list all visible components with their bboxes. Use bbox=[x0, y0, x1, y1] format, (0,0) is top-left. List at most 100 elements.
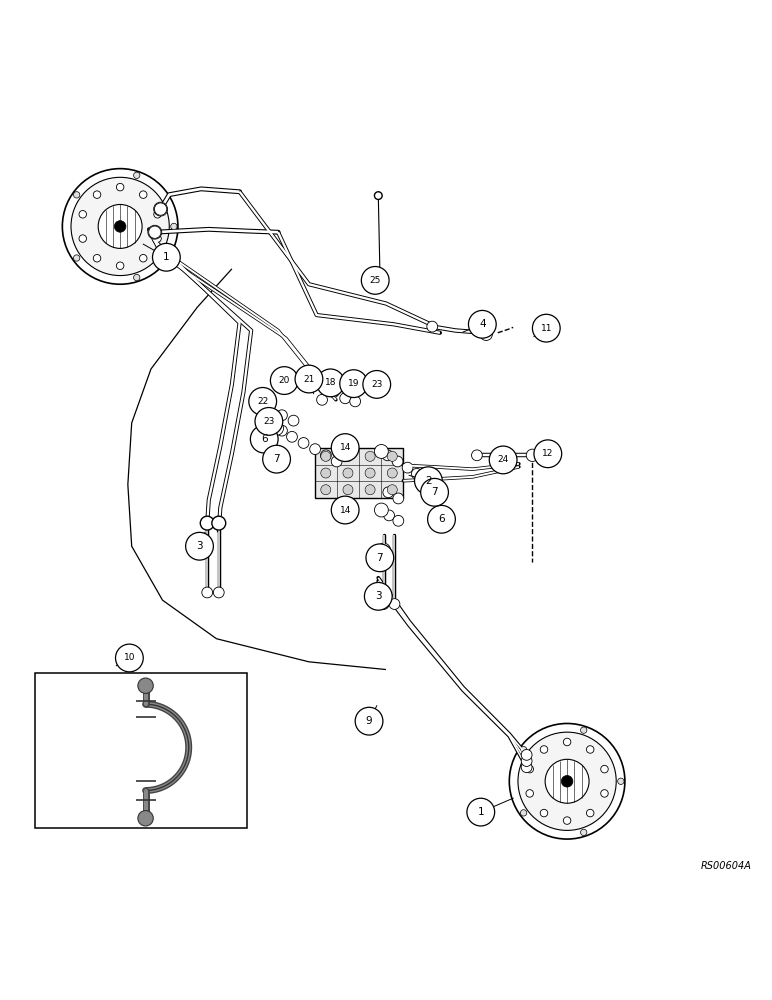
Circle shape bbox=[134, 274, 140, 281]
Circle shape bbox=[250, 425, 278, 453]
Circle shape bbox=[138, 678, 154, 693]
Circle shape bbox=[384, 510, 394, 521]
Circle shape bbox=[201, 587, 212, 598]
Circle shape bbox=[154, 211, 161, 218]
Circle shape bbox=[343, 468, 353, 478]
Circle shape bbox=[295, 365, 323, 393]
Text: 6: 6 bbox=[438, 514, 445, 524]
Text: 14: 14 bbox=[340, 506, 350, 515]
Circle shape bbox=[255, 408, 283, 435]
Circle shape bbox=[117, 183, 124, 191]
Circle shape bbox=[340, 393, 350, 404]
Circle shape bbox=[79, 211, 86, 218]
Text: 11: 11 bbox=[540, 324, 552, 333]
Circle shape bbox=[212, 516, 225, 530]
Circle shape bbox=[321, 485, 331, 495]
Circle shape bbox=[421, 478, 449, 506]
Circle shape bbox=[518, 732, 616, 830]
Circle shape bbox=[472, 450, 482, 461]
Circle shape bbox=[154, 203, 167, 215]
Circle shape bbox=[428, 505, 455, 533]
Text: 3: 3 bbox=[375, 591, 381, 601]
Circle shape bbox=[526, 765, 533, 773]
Circle shape bbox=[71, 177, 169, 276]
Circle shape bbox=[545, 759, 589, 803]
Circle shape bbox=[581, 829, 587, 836]
Circle shape bbox=[540, 746, 548, 753]
Circle shape bbox=[363, 371, 391, 398]
Circle shape bbox=[249, 387, 276, 415]
Circle shape bbox=[320, 450, 331, 461]
Circle shape bbox=[402, 462, 413, 473]
Circle shape bbox=[73, 255, 80, 261]
Circle shape bbox=[79, 235, 86, 242]
Circle shape bbox=[520, 747, 527, 753]
Circle shape bbox=[415, 467, 442, 495]
Circle shape bbox=[154, 202, 168, 216]
Circle shape bbox=[331, 496, 359, 524]
Circle shape bbox=[310, 444, 320, 455]
Circle shape bbox=[520, 810, 527, 816]
Circle shape bbox=[117, 262, 124, 269]
Circle shape bbox=[467, 798, 495, 826]
Circle shape bbox=[601, 790, 608, 797]
Circle shape bbox=[148, 225, 162, 239]
Circle shape bbox=[383, 487, 394, 498]
Circle shape bbox=[393, 493, 404, 504]
Circle shape bbox=[317, 369, 344, 397]
Circle shape bbox=[540, 809, 548, 817]
Circle shape bbox=[374, 503, 388, 517]
Circle shape bbox=[601, 765, 608, 773]
Circle shape bbox=[331, 434, 359, 461]
Circle shape bbox=[388, 468, 398, 478]
Circle shape bbox=[171, 223, 177, 230]
Text: 18: 18 bbox=[325, 378, 337, 387]
Text: 24: 24 bbox=[497, 455, 509, 464]
Circle shape bbox=[153, 243, 180, 271]
Circle shape bbox=[521, 756, 532, 766]
Text: 9: 9 bbox=[366, 716, 372, 726]
Circle shape bbox=[269, 421, 283, 435]
Circle shape bbox=[581, 727, 587, 733]
Circle shape bbox=[116, 644, 144, 672]
Circle shape bbox=[526, 790, 533, 797]
Circle shape bbox=[533, 314, 560, 342]
Circle shape bbox=[213, 587, 224, 598]
Bar bbox=[36, 673, 247, 828]
Circle shape bbox=[93, 254, 101, 262]
Circle shape bbox=[365, 485, 375, 495]
Circle shape bbox=[564, 817, 571, 824]
Text: 14: 14 bbox=[340, 443, 350, 452]
Circle shape bbox=[392, 456, 403, 467]
Text: 12: 12 bbox=[542, 449, 554, 458]
Circle shape bbox=[276, 410, 287, 421]
Circle shape bbox=[98, 204, 142, 248]
Circle shape bbox=[134, 172, 140, 178]
Circle shape bbox=[527, 449, 539, 461]
Circle shape bbox=[521, 762, 532, 773]
Circle shape bbox=[587, 746, 594, 753]
Circle shape bbox=[469, 310, 496, 338]
Circle shape bbox=[340, 370, 367, 398]
Text: 7: 7 bbox=[432, 487, 438, 497]
Circle shape bbox=[378, 599, 389, 609]
Circle shape bbox=[364, 582, 392, 610]
Circle shape bbox=[343, 451, 353, 461]
Circle shape bbox=[93, 191, 101, 198]
Circle shape bbox=[350, 396, 361, 407]
Text: 1: 1 bbox=[477, 807, 484, 817]
Circle shape bbox=[365, 451, 375, 461]
Circle shape bbox=[377, 543, 391, 557]
Circle shape bbox=[140, 254, 147, 262]
Circle shape bbox=[114, 221, 126, 232]
Text: 23: 23 bbox=[371, 380, 382, 389]
Circle shape bbox=[564, 738, 571, 746]
Circle shape bbox=[618, 778, 624, 784]
Circle shape bbox=[510, 723, 625, 839]
Circle shape bbox=[343, 485, 353, 495]
Circle shape bbox=[138, 811, 154, 826]
Circle shape bbox=[276, 425, 287, 436]
Text: 7: 7 bbox=[273, 454, 280, 464]
Text: 4: 4 bbox=[479, 319, 486, 329]
Text: 22: 22 bbox=[257, 397, 269, 406]
